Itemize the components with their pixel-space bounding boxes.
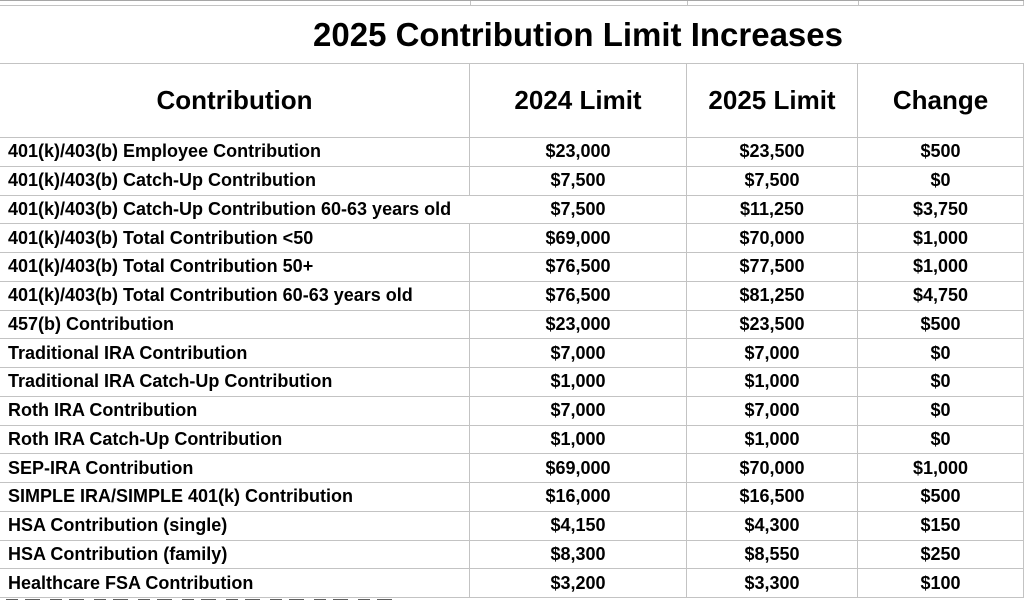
contribution-label-cell: Roth IRA Contribution xyxy=(0,396,470,425)
value-cell: $150 xyxy=(858,511,1024,540)
value-cell: $8,550 xyxy=(687,540,858,569)
contribution-label-cell: 457(b) Contribution xyxy=(0,310,470,339)
value-cell: $1,000 xyxy=(687,425,858,454)
value-cell: $1,000 xyxy=(470,368,687,396)
value-cell: $76,500 xyxy=(470,281,687,310)
contribution-label-cell: HSA Contribution (family) xyxy=(0,540,470,569)
value-cell: $3,300 xyxy=(687,569,858,597)
value-cell: $7,000 xyxy=(470,339,687,367)
value-cell: $77,500 xyxy=(687,253,858,281)
contribution-label-cell: Roth IRA Catch-Up Contribution xyxy=(0,425,470,454)
table-row: 401(k)/403(b) Catch-Up Contribution $7,50… xyxy=(0,166,1024,196)
gridline-stub xyxy=(470,1,471,5)
value-cell: $69,000 xyxy=(470,224,687,252)
value-cell: $70,000 xyxy=(687,454,858,482)
column-header: 2025 Limit xyxy=(687,64,858,137)
contribution-label-cell: HSA Contribution (single) xyxy=(0,511,470,540)
table-row: HSA Contribution (single) $4,150 $4,300 $15… xyxy=(0,511,1024,541)
value-cell: $500 xyxy=(858,483,1024,511)
value-cell: $16,500 xyxy=(687,483,858,511)
contribution-label-cell: Traditional IRA Catch-Up Contribution xyxy=(0,368,470,396)
table-row: 401(k)/403(b) Employee Contribution $23,0… xyxy=(0,138,1024,167)
value-cell: $70,000 xyxy=(687,224,858,252)
value-cell: $4,300 xyxy=(687,511,858,540)
column-header: 2024 Limit xyxy=(470,64,687,137)
value-cell: $4,150 xyxy=(470,511,687,540)
contribution-label-cell: 401(k)/403(b) Employee Contribution xyxy=(0,138,470,166)
table-row: 401(k)/403(b) Total Contribution 60-63 y… xyxy=(0,281,1024,311)
value-cell: $7,000 xyxy=(687,396,858,425)
value-cell: $250 xyxy=(858,540,1024,569)
contribution-label-cell: 401(k)/403(b) Total Contribution 50+ xyxy=(0,253,470,281)
table-row: Roth IRA Catch-Up Contribution $1,000 $1,0… xyxy=(0,425,1024,455)
value-cell: $100 xyxy=(858,569,1024,597)
page-title: 2025 Contribution Limit Increases xyxy=(313,15,843,53)
contribution-label-cell: 401(k)/403(b) Catch-Up Contribution xyxy=(0,166,470,195)
value-cell: $7,500 xyxy=(470,195,687,224)
value-cell: $23,500 xyxy=(687,310,858,339)
contribution-label-cell: 401(k)/403(b) Total Contribution <50 xyxy=(0,224,470,252)
value-cell: $500 xyxy=(858,310,1024,339)
value-cell: $3,200 xyxy=(470,569,687,597)
table-row: Traditional IRA Contribution $7,000 $7,000… xyxy=(0,339,1024,368)
value-cell: $16,000 xyxy=(470,483,687,511)
table-row: SIMPLE IRA/SIMPLE 401(k) Contribution $16… xyxy=(0,483,1024,512)
contribution-label-cell: SIMPLE IRA/SIMPLE 401(k) Contribution xyxy=(0,483,470,511)
value-cell: $23,500 xyxy=(687,138,858,166)
table-row: HSA Contribution (family) $8,300 $8,550 $25… xyxy=(0,540,1024,570)
table-row: Traditional IRA Catch-Up Contribution $1,… xyxy=(0,368,1024,397)
value-cell: $23,000 xyxy=(470,138,687,166)
value-cell: $7,500 xyxy=(687,166,858,195)
gridline-stub xyxy=(687,1,688,5)
value-cell: $500 xyxy=(858,138,1024,166)
value-cell: $1,000 xyxy=(858,224,1024,252)
table-header-row: Contribution 2024 Limit 2025 Limit Change xyxy=(0,64,1024,138)
value-cell: $69,000 xyxy=(470,454,687,482)
value-cell: $8,300 xyxy=(470,540,687,569)
column-header: Change xyxy=(858,64,1024,137)
contribution-label-cell: Healthcare FSA Contribution xyxy=(0,569,470,597)
table-row: Roth IRA Contribution $7,000 $7,000 $0 xyxy=(0,396,1024,426)
contribution-label-cell: 401(k)/403(b) Total Contribution 60-63 y… xyxy=(0,281,470,310)
contribution-label-cell: 401(k)/403(b) Catch-Up Contribution 60-6… xyxy=(8,198,452,219)
table-row: SEP-IRA Contribution $69,000 $70,000 $1,000 xyxy=(0,454,1024,483)
column-header: Contribution xyxy=(0,64,470,137)
table-row: 401(k)/403(b) Total Contribution 50+ $76,… xyxy=(0,253,1024,282)
value-cell: $7,000 xyxy=(687,339,858,367)
contribution-label-cell: Traditional IRA Contribution xyxy=(0,339,470,367)
value-cell: $7,500 xyxy=(470,166,687,195)
table-body: 401(k)/403(b) Employee Contribution $23,0… xyxy=(0,138,1024,598)
contribution-label-cell: SEP-IRA Contribution xyxy=(0,454,470,482)
gridline-stub xyxy=(858,1,859,5)
value-cell: $23,000 xyxy=(470,310,687,339)
value-cell: $0 xyxy=(858,339,1024,367)
value-cell: $1,000 xyxy=(858,253,1024,281)
table-row: 401(k)/403(b) Catch-Up Contribution 60-6… xyxy=(0,195,1024,225)
value-cell: $3,750 xyxy=(858,195,1024,224)
value-cell: $76,500 xyxy=(470,253,687,281)
value-cell: $0 xyxy=(858,396,1024,425)
value-cell: $1,000 xyxy=(470,425,687,454)
value-cell: $0 xyxy=(858,425,1024,454)
value-cell: $7,000 xyxy=(470,396,687,425)
value-cell: $4,750 xyxy=(858,281,1024,310)
value-cell: $0 xyxy=(858,368,1024,396)
value-cell: $1,000 xyxy=(687,368,858,396)
value-cell: $11,250 xyxy=(687,195,858,224)
table-row: 401(k)/403(b) Total Contribution <50 $69,… xyxy=(0,224,1024,253)
table-title-row: 2025 Contribution Limit Increases xyxy=(0,6,1024,64)
value-cell: $1,000 xyxy=(858,454,1024,482)
partial-row-above xyxy=(0,1,1024,6)
table-row: Healthcare FSA Contribution $3,200 $3,300 $… xyxy=(0,569,1024,598)
table-row: 457(b) Contribution $23,000 $23,500 $500 xyxy=(0,310,1024,340)
value-cell: $81,250 xyxy=(687,281,858,310)
value-cell: $0 xyxy=(858,166,1024,195)
